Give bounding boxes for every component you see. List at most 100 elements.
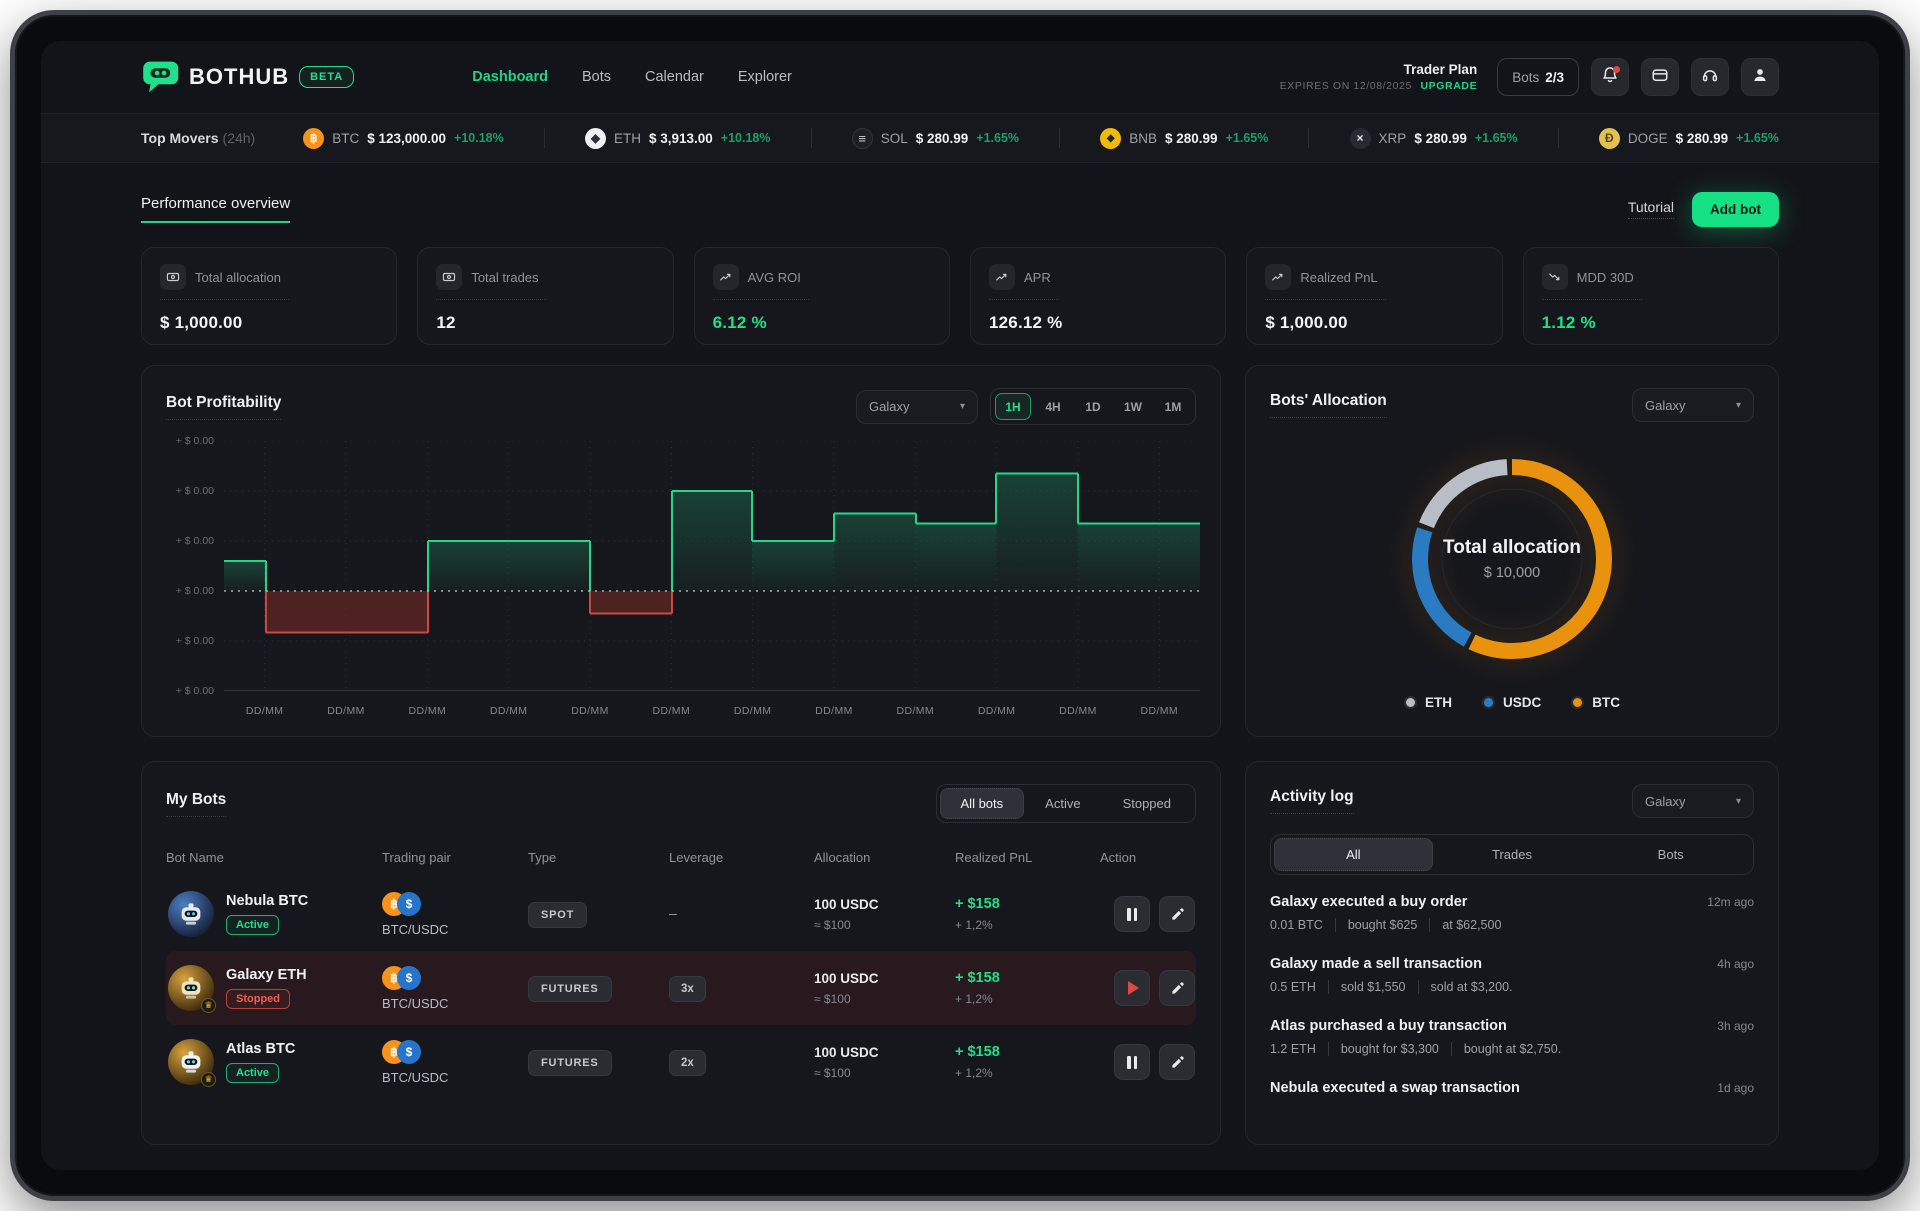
- usdc-icon: $: [397, 966, 421, 990]
- nav-explorer[interactable]: Explorer: [738, 69, 792, 85]
- app-window: BOTHUB BETA Dashboard Bots Calendar Expl…: [41, 41, 1879, 1170]
- tab-active[interactable]: Active: [1024, 788, 1101, 819]
- trend-up-icon: [1265, 264, 1291, 290]
- trend-up-icon: [989, 264, 1015, 290]
- tab-bots[interactable]: Bots: [1591, 838, 1750, 871]
- profitability-chart: [224, 441, 1200, 696]
- range-1d[interactable]: 1D: [1075, 393, 1111, 420]
- upgrade-link[interactable]: UPGRADE: [1420, 80, 1477, 92]
- top-movers-ticker: Top Movers(24h) ฿ BTC $ 123,000.00 +10.1…: [41, 113, 1879, 163]
- pair-icons: ฿ $: [382, 1040, 528, 1064]
- ticker-period: (24h): [223, 130, 256, 146]
- bots-filter-tabs: All bots Active Stopped: [936, 784, 1196, 823]
- tutorial-link[interactable]: Tutorial: [1628, 199, 1674, 219]
- ticker-item-eth[interactable]: ◆ ETH $ 3,913.00 +10.18%: [585, 128, 771, 149]
- chevron-down-icon: ▾: [960, 401, 965, 412]
- type-badge: SPOT: [528, 902, 587, 928]
- stat-value: 6.12 %: [713, 313, 931, 333]
- tab-performance-overview[interactable]: Performance overview: [141, 195, 290, 223]
- notification-dot: [1613, 66, 1620, 73]
- ticker-item-sol[interactable]: ≡ SOL $ 280.99 +1.65%: [852, 128, 1019, 149]
- pause-button[interactable]: [1114, 896, 1150, 932]
- bnb-icon: ◆: [1100, 128, 1121, 149]
- bothub-logo-icon: [141, 60, 179, 94]
- legend-usdc: USDC: [1482, 695, 1541, 710]
- stat-realized-pnl: Realized PnL $ 1,000.00: [1246, 247, 1502, 345]
- type-badge: FUTURES: [528, 976, 612, 1002]
- range-1m[interactable]: 1M: [1155, 393, 1191, 420]
- tab-all[interactable]: All: [1274, 838, 1433, 871]
- plan-info: Trader Plan EXPIRES ON 12/08/2025 UPGRAD…: [1280, 62, 1478, 92]
- headset-icon: [1701, 66, 1719, 89]
- wallet-button[interactable]: [1641, 58, 1679, 96]
- donut-center-value: $ 10,000: [1484, 565, 1540, 581]
- crown-badge-icon: ♛: [201, 1072, 216, 1087]
- divider: [1558, 128, 1559, 148]
- usdc-icon: $: [397, 1040, 421, 1064]
- activity-list: Galaxy executed a buy order 12m ago 0.01…: [1270, 881, 1754, 1107]
- allocation-filter-select[interactable]: Galaxy ▾: [1632, 388, 1754, 422]
- plan-expiry: EXPIRES ON 12/08/2025: [1280, 80, 1412, 92]
- btc-icon: ฿: [303, 128, 324, 149]
- stat-apr: APR 126.12 %: [970, 247, 1226, 345]
- bot-profitability-panel: Bot Profitability Galaxy ▾ 1H 4H 1D 1W 1…: [141, 365, 1221, 737]
- pair-icons: ฿ $: [382, 892, 528, 916]
- ticker-item-doge[interactable]: Ð DOGE $ 280.99 +1.65%: [1599, 128, 1779, 149]
- nav-bots[interactable]: Bots: [582, 69, 611, 85]
- edit-button[interactable]: [1159, 896, 1195, 932]
- beta-badge: BETA: [299, 66, 354, 88]
- divider: [1308, 128, 1309, 148]
- brand: BOTHUB BETA: [141, 60, 354, 94]
- nav-dashboard[interactable]: Dashboard: [472, 69, 548, 85]
- stat-total-trades: Total trades 12: [417, 247, 673, 345]
- range-1h[interactable]: 1H: [995, 393, 1031, 420]
- status-badge: Active: [226, 1063, 279, 1083]
- support-button[interactable]: [1691, 58, 1729, 96]
- activity-filter-select[interactable]: Galaxy ▾: [1632, 784, 1754, 818]
- doge-icon: Ð: [1599, 128, 1620, 149]
- brand-name: BOTHUB: [189, 64, 289, 90]
- play-button[interactable]: [1114, 970, 1150, 1006]
- stat-avg-roi: AVG ROI 6.12 %: [694, 247, 950, 345]
- nav-calendar[interactable]: Calendar: [645, 69, 704, 85]
- ticker-item-xrp[interactable]: × XRP $ 280.99 +1.65%: [1350, 128, 1518, 149]
- bot-filter-select[interactable]: Galaxy ▾: [856, 390, 978, 424]
- sol-icon: ≡: [852, 128, 873, 149]
- type-badge: FUTURES: [528, 1050, 612, 1076]
- bot-avatar: ♛: [168, 965, 214, 1011]
- add-bot-button[interactable]: Add bot: [1692, 192, 1779, 227]
- tab-trades[interactable]: Trades: [1433, 838, 1592, 871]
- stat-value: $ 1,000.00: [1265, 313, 1483, 333]
- user-icon: [1751, 66, 1769, 89]
- device-frame: BOTHUB BETA Dashboard Bots Calendar Expl…: [10, 10, 1910, 1201]
- leverage-badge: 3x: [669, 976, 706, 1002]
- chevron-down-icon: ▾: [1736, 400, 1741, 411]
- pencil-icon: [1170, 981, 1185, 996]
- allocation-legend: ETH USDC BTC: [1270, 695, 1754, 714]
- chevron-down-icon: ▾: [1736, 796, 1741, 807]
- trend-up-icon: [713, 264, 739, 290]
- list-item: Nebula executed a swap transaction 1d ag…: [1270, 1067, 1754, 1107]
- bots-count-pill[interactable]: Bots 2/3: [1497, 58, 1579, 96]
- plan-name: Trader Plan: [1280, 62, 1478, 77]
- list-item: Atlas purchased a buy transaction 3h ago…: [1270, 1005, 1754, 1067]
- edit-button[interactable]: [1159, 970, 1195, 1006]
- tab-stopped[interactable]: Stopped: [1102, 788, 1192, 819]
- pause-button[interactable]: [1114, 1044, 1150, 1080]
- range-4h[interactable]: 4H: [1035, 393, 1071, 420]
- main-nav: Dashboard Bots Calendar Explorer: [472, 69, 792, 85]
- stat-value: 12: [436, 313, 654, 333]
- bots-count-value: 2/3: [1545, 70, 1564, 85]
- notifications-button[interactable]: [1591, 58, 1629, 96]
- range-1w[interactable]: 1W: [1115, 393, 1151, 420]
- pair-icons: ฿ $: [382, 966, 528, 990]
- pause-icon: [1127, 908, 1137, 921]
- pencil-icon: [1170, 1055, 1185, 1070]
- tab-all-bots[interactable]: All bots: [940, 788, 1025, 819]
- profile-button[interactable]: [1741, 58, 1779, 96]
- ticker-item-bnb[interactable]: ◆ BNB $ 280.99 +1.65%: [1100, 128, 1268, 149]
- edit-button[interactable]: [1159, 1044, 1195, 1080]
- pause-icon: [1127, 1056, 1137, 1069]
- trend-down-icon: [1542, 264, 1568, 290]
- ticker-item-btc[interactable]: ฿ BTC $ 123,000.00 +10.18%: [303, 128, 504, 149]
